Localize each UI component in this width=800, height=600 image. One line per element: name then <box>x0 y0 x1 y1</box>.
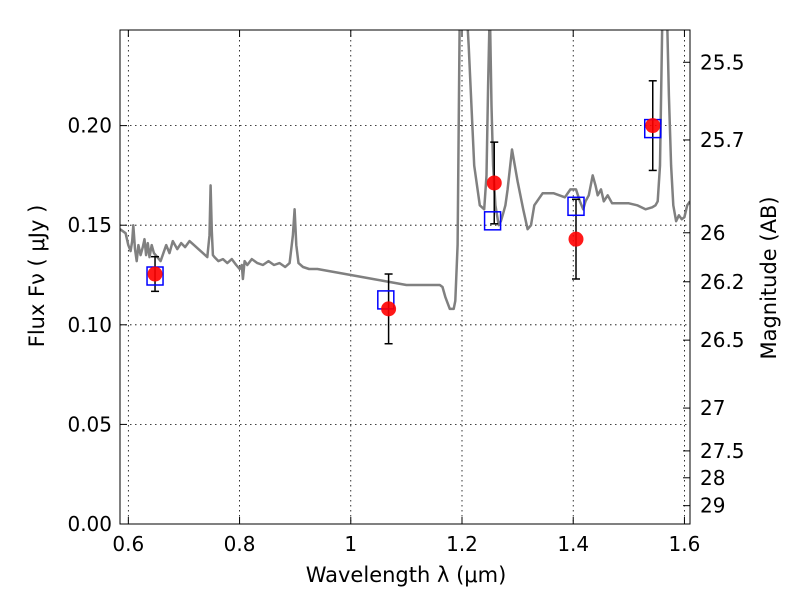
axes-frame <box>119 29 691 525</box>
y-tick-label: 0.00 <box>67 512 112 536</box>
observed-flux-point <box>568 231 584 247</box>
grid-lines <box>120 30 690 525</box>
model-photometry-square <box>567 196 585 217</box>
y-axis-ticks: 0.00 0.05 0.10 0.15 0.20 <box>67 114 127 536</box>
x-tick-label: 0.6 <box>112 532 144 556</box>
right-tick-label: 28 <box>700 466 725 490</box>
x-tick-label: 1.6 <box>669 532 701 556</box>
model-spectrum-line <box>120 30 690 311</box>
observed-flux-point <box>645 118 661 134</box>
observed-flux-point <box>486 175 502 191</box>
right-tick-label: 26.2 <box>700 270 745 294</box>
y-tick-label: 0.05 <box>67 412 112 436</box>
x-axis-ticks: 0.6 0.8 1 1.2 1.4 1.6 <box>112 30 700 556</box>
right-tick-label: 27 <box>700 396 725 420</box>
right-tick-label: 26 <box>700 221 725 245</box>
observed-flux-point <box>381 301 397 317</box>
right-tick-label: 25.7 <box>700 128 745 152</box>
right-tick-label: 27.5 <box>700 439 745 463</box>
x-tick-label: 1 <box>344 532 357 556</box>
right-tick-label: 29 <box>700 494 725 518</box>
plot-area <box>120 30 690 345</box>
model-photometry-square <box>483 211 502 231</box>
y-tick-label: 0.15 <box>67 213 112 237</box>
x-tick-label: 0.8 <box>224 532 256 556</box>
right-axis-label: Magnitude (AB) <box>757 196 781 359</box>
x-axis-label: Wavelength λ (μm) <box>306 563 507 587</box>
right-axis-ticks: 25.5 25.7 26 26.2 26.5 27 27.5 28 29 <box>683 50 745 518</box>
x-tick-label: 1.4 <box>557 532 589 556</box>
x-tick-label: 1.2 <box>446 532 478 556</box>
y-tick-label: 0.20 <box>67 114 112 138</box>
y-tick-label: 0.10 <box>67 313 112 337</box>
right-tick-label: 25.5 <box>700 50 745 74</box>
right-tick-label: 26.5 <box>700 328 745 352</box>
observed-flux-point <box>147 266 163 282</box>
y-axis-label: Flux Fν ( μJy ) <box>25 205 49 348</box>
plot-content <box>120 30 690 345</box>
